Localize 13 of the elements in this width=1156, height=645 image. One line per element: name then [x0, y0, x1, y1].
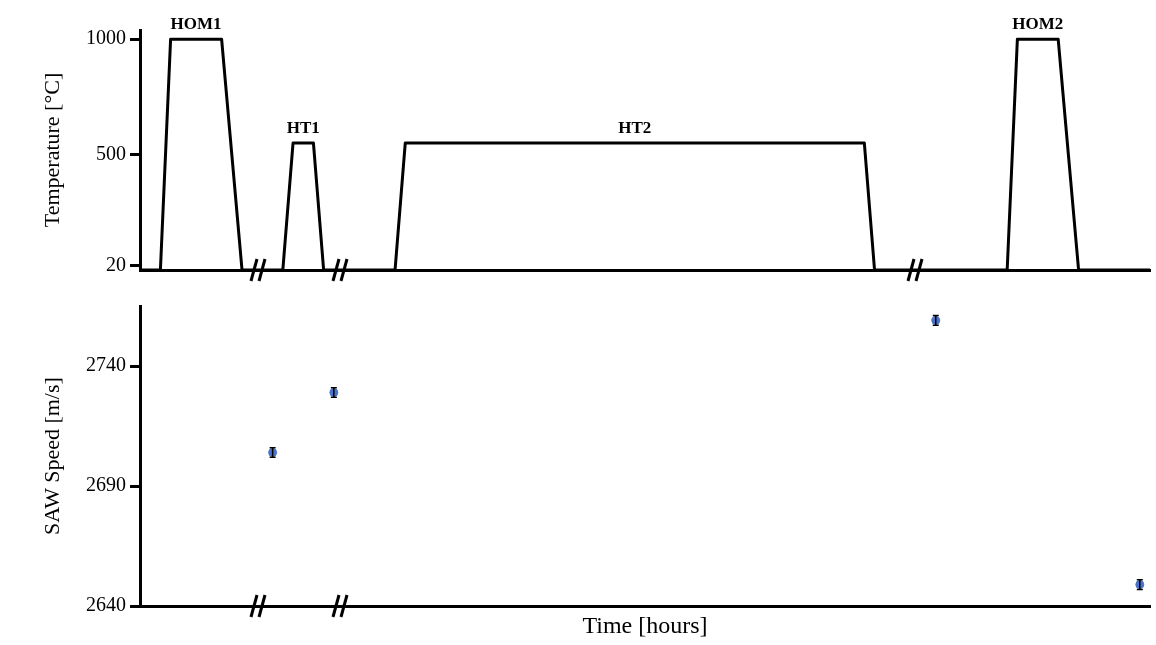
y-tick-label: 500 — [96, 141, 126, 164]
x-axis-title: Time [hours] — [582, 611, 708, 638]
y-tick-label: 1000 — [86, 26, 126, 49]
annotation: HOM2 — [1012, 14, 1064, 34]
y-tick-label: 2690 — [86, 473, 126, 496]
y-axis-title: SAW Speed [m/s] — [38, 377, 64, 536]
y-tick-label: 20 — [106, 252, 126, 275]
y-tick-label: 2640 — [86, 593, 126, 616]
y-tick-label: 2740 — [86, 353, 126, 376]
annotation: HT2 — [618, 117, 652, 137]
annotation: HOM1 — [170, 14, 222, 34]
y-axis-title: Temperature [°C] — [38, 72, 64, 228]
annotation: HT1 — [286, 117, 320, 137]
